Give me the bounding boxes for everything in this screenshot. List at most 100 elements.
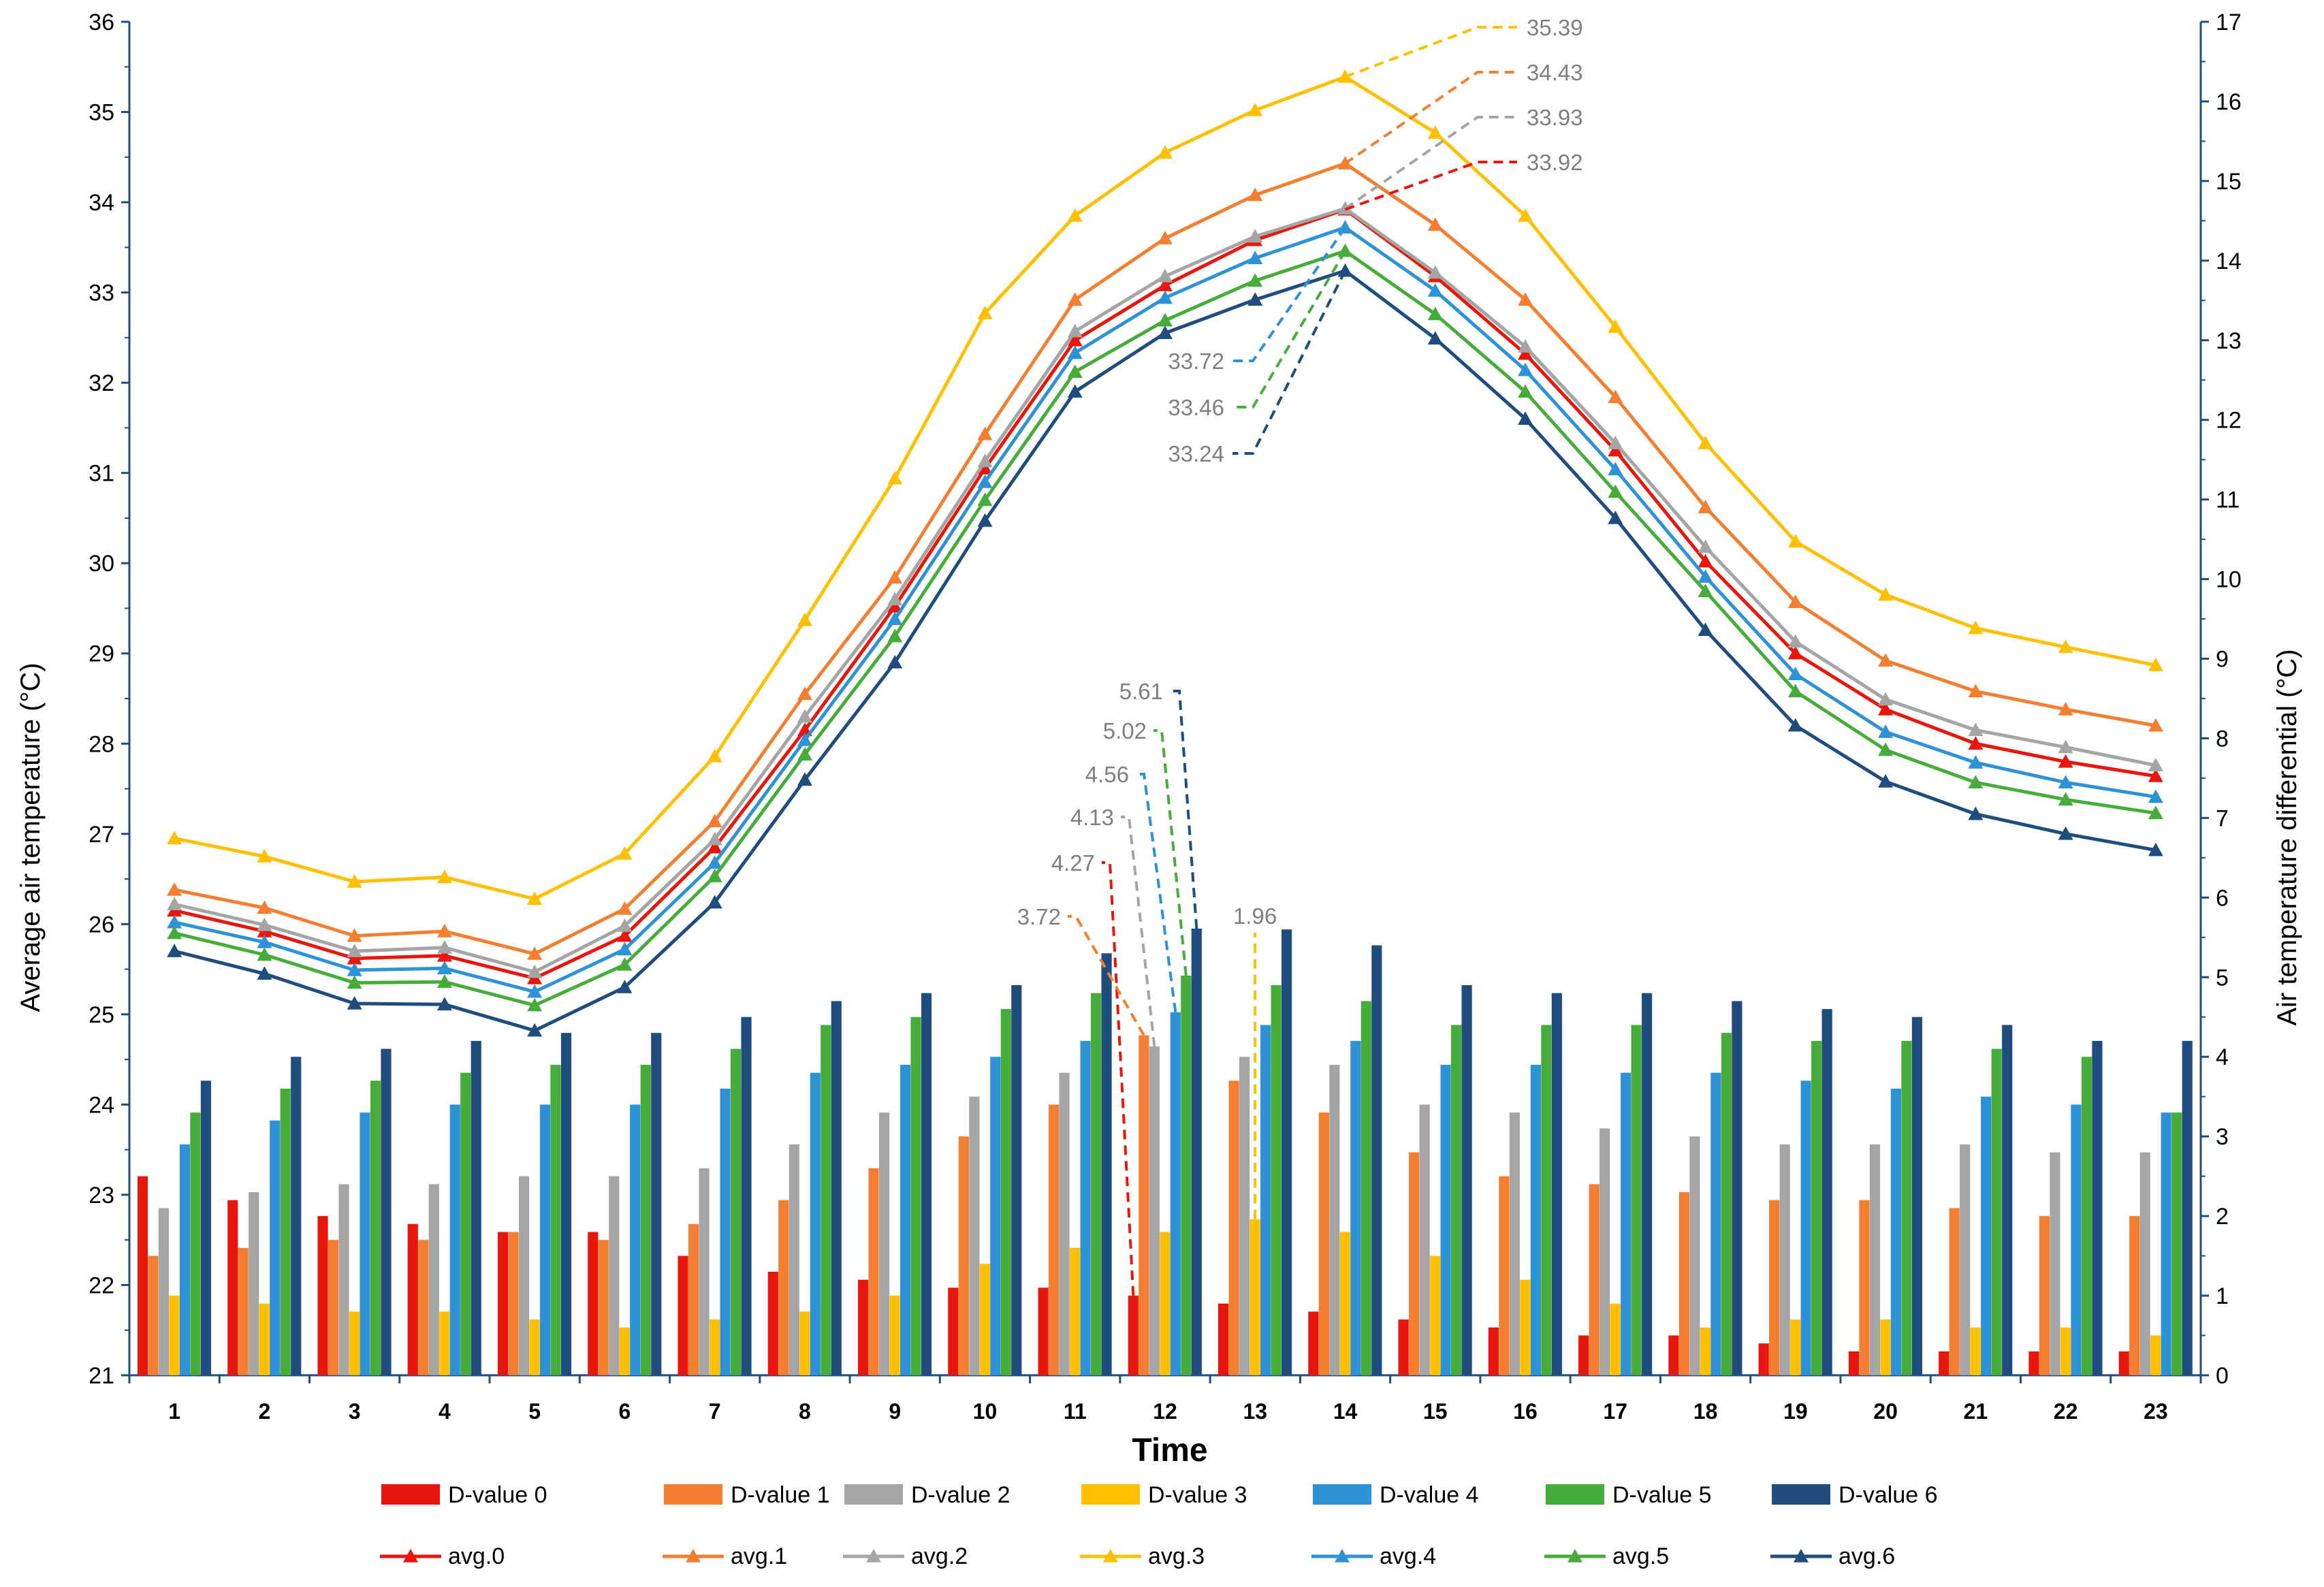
x-tick-label: 14: [1333, 1399, 1358, 1424]
data-point: [1067, 364, 1083, 379]
legend-swatch: [381, 1484, 440, 1505]
bar: [910, 1016, 921, 1375]
bar: [1488, 1327, 1499, 1375]
x-tick-label: 6: [619, 1399, 631, 1424]
y-left-tick-label: 26: [89, 912, 114, 937]
x-tick-label: 21: [1964, 1399, 1988, 1424]
bar: [1621, 1072, 1631, 1375]
data-point: [257, 848, 272, 863]
data-point: [1427, 306, 1443, 321]
y-right-tick-label: 15: [2216, 169, 2242, 195]
data-point: [436, 974, 452, 988]
bar: [900, 1064, 911, 1375]
bar: [1281, 929, 1292, 1375]
callout-label: 5.02: [1103, 718, 1147, 743]
leader-line: [1153, 729, 1188, 976]
data-point: [1158, 312, 1173, 327]
data-point: [1608, 462, 1623, 476]
bar: [1800, 1080, 1811, 1375]
bar: [1461, 984, 1472, 1375]
data-point: [617, 901, 633, 915]
bar: [1520, 1279, 1531, 1375]
x-tick-label: 12: [1153, 1399, 1177, 1424]
bar: [169, 1296, 180, 1375]
y-right-tick-label: 12: [2216, 408, 2242, 434]
data-point: [257, 934, 272, 948]
legend-swatch: [664, 1484, 722, 1505]
bar: [2129, 1216, 2140, 1375]
data-point: [1158, 231, 1173, 244]
bar: [1191, 928, 1202, 1375]
data-point: [977, 474, 993, 488]
bar: [360, 1112, 370, 1375]
bar: [720, 1089, 731, 1375]
data-point: [1787, 718, 1803, 732]
legend: D-value 0 D-value 1 D-value 2 D-value 3 D-va…: [380, 1482, 1938, 1569]
x-tick-label: 17: [1604, 1399, 1628, 1424]
bar: [789, 1144, 799, 1375]
x-tick-label: 20: [1873, 1399, 1898, 1424]
bar: [868, 1168, 879, 1375]
series-line: [174, 225, 2156, 994]
bar: [518, 1176, 530, 1375]
legend-marker: [403, 1549, 418, 1562]
bar: [338, 1184, 349, 1375]
bar: [529, 1319, 540, 1375]
bar-series: [137, 928, 2193, 1375]
x-tick-label: 16: [1513, 1399, 1538, 1424]
data-point: [436, 997, 452, 1011]
bar: [2092, 1040, 2103, 1375]
y-right-tick-label: 8: [2216, 726, 2229, 752]
bar: [1059, 1072, 1070, 1375]
leader-line: [1344, 26, 1517, 78]
bar: [349, 1311, 360, 1375]
x-tick-label: 3: [349, 1399, 361, 1424]
data-point: [1878, 742, 1894, 756]
data-point: [257, 917, 272, 931]
y-left-tick-label: 21: [89, 1363, 114, 1389]
data-point: [1067, 292, 1083, 306]
bar: [328, 1240, 339, 1375]
bar: [1318, 1112, 1329, 1375]
y-right-tick-label: 6: [2216, 885, 2229, 911]
bar: [1011, 984, 1022, 1375]
bar: [1218, 1303, 1229, 1375]
bar: [2150, 1335, 2161, 1375]
y-left-tick-label: 22: [89, 1272, 114, 1298]
data-point: [1247, 229, 1263, 243]
data-point: [1608, 510, 1623, 524]
bar: [878, 1112, 890, 1375]
x-tick-label: 11: [1064, 1399, 1087, 1424]
data-point: [257, 966, 272, 980]
data-point: [2058, 739, 2073, 754]
y-left-tick-label: 27: [89, 822, 114, 848]
bar: [678, 1255, 688, 1375]
data-point: [1518, 292, 1533, 306]
bar: [1779, 1144, 1790, 1375]
data-point: [1787, 667, 1803, 681]
x-tick-label: 4: [439, 1399, 451, 1424]
legend-label: avg.4: [1380, 1543, 1436, 1569]
y-right-tick-label: 11: [2216, 487, 2240, 513]
y-left-tick-label: 24: [89, 1092, 114, 1118]
bar: [767, 1271, 778, 1375]
legend-marker: [1794, 1549, 1809, 1562]
data-point: [617, 980, 633, 993]
bar: [1509, 1112, 1520, 1375]
bar: [831, 1001, 842, 1375]
data-point: [1247, 273, 1263, 287]
data-point: [527, 1023, 543, 1037]
bar: [1069, 1247, 1081, 1375]
bar: [2182, 1040, 2193, 1375]
bar: [588, 1232, 599, 1375]
callout-label: 34.43: [1527, 60, 1583, 85]
series-line: [174, 75, 2156, 901]
data-point: [1968, 620, 1984, 635]
data-point: [167, 897, 182, 910]
legend-marker: [1335, 1549, 1350, 1562]
bar: [1440, 1064, 1451, 1375]
data-point: [1518, 208, 1533, 222]
data-point: [617, 918, 633, 932]
data-point: [2148, 842, 2163, 856]
data-point: [1968, 722, 1984, 737]
